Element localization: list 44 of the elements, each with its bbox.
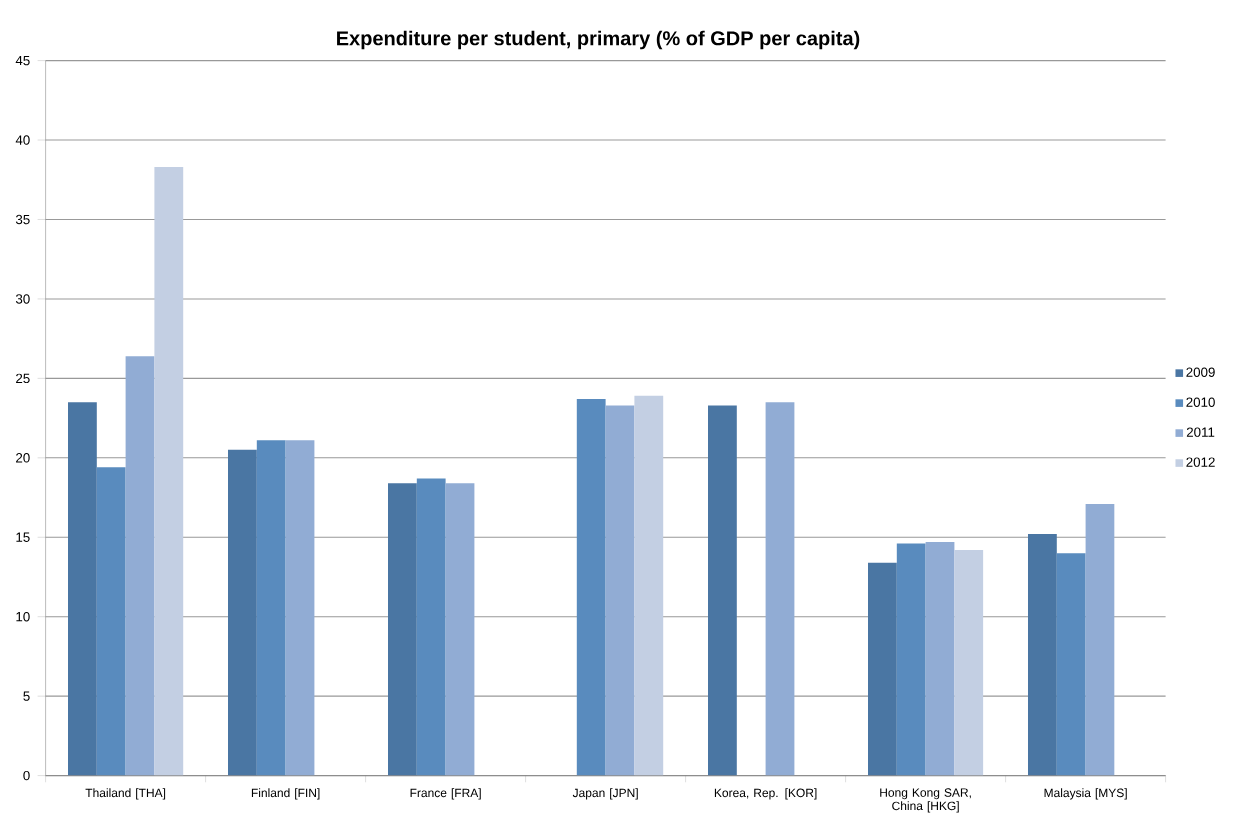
- bar: [154, 167, 184, 776]
- bar: [1028, 534, 1057, 776]
- bar: [285, 440, 315, 776]
- x-tick-label: Japan [JPN]: [572, 788, 638, 800]
- x-tick-label: Finland [FIN]: [251, 788, 320, 800]
- bar: [576, 399, 606, 776]
- bar: [68, 402, 97, 776]
- y-tick-label: 35: [15, 214, 30, 225]
- bar: [634, 395, 664, 776]
- bar: [868, 562, 897, 776]
- legend-label: 2011: [1186, 427, 1215, 437]
- bar: [388, 483, 417, 776]
- bar: [125, 356, 155, 776]
- y-tick-label: 45: [15, 55, 30, 66]
- x-tick-label: Korea, Rep. [KOR]: [714, 788, 817, 800]
- y-tick-label: 10: [16, 611, 30, 622]
- bar: [416, 478, 446, 776]
- y-tick-label: 0: [23, 770, 30, 781]
- bar: [954, 549, 984, 776]
- legend-label: 2009: [1186, 367, 1215, 377]
- bar: [1056, 553, 1086, 776]
- bar: [896, 543, 926, 776]
- bar: [256, 440, 286, 776]
- y-tick-label: 5: [23, 691, 30, 701]
- bar: [96, 467, 126, 776]
- legend-label: 2010: [1186, 397, 1215, 407]
- bar: [445, 483, 475, 776]
- y-tick-label: 15: [16, 532, 30, 542]
- legend-label: 2012: [1186, 457, 1215, 467]
- x-tick-label: France [FRA]: [410, 788, 481, 800]
- bar: [605, 405, 635, 776]
- x-tick-label: Malaysia [MYS]: [1044, 788, 1127, 800]
- x-tick-label: Hong Kong SAR, China [HKG]: [880, 788, 971, 813]
- bar: [765, 402, 795, 776]
- bar: [228, 449, 257, 776]
- y-tick-label: 30: [15, 294, 30, 304]
- y-tick-label: 20: [16, 453, 30, 463]
- bar: [708, 405, 737, 776]
- bar: [925, 542, 955, 776]
- y-tick-label: 25: [16, 373, 30, 384]
- chart-title: Expenditure per student, primary (% of GDP per capita): [337, 30, 860, 50]
- x-tick-label: Thailand [THA]: [85, 788, 166, 800]
- y-tick-label: 40: [15, 135, 30, 145]
- bar: [1085, 503, 1115, 776]
